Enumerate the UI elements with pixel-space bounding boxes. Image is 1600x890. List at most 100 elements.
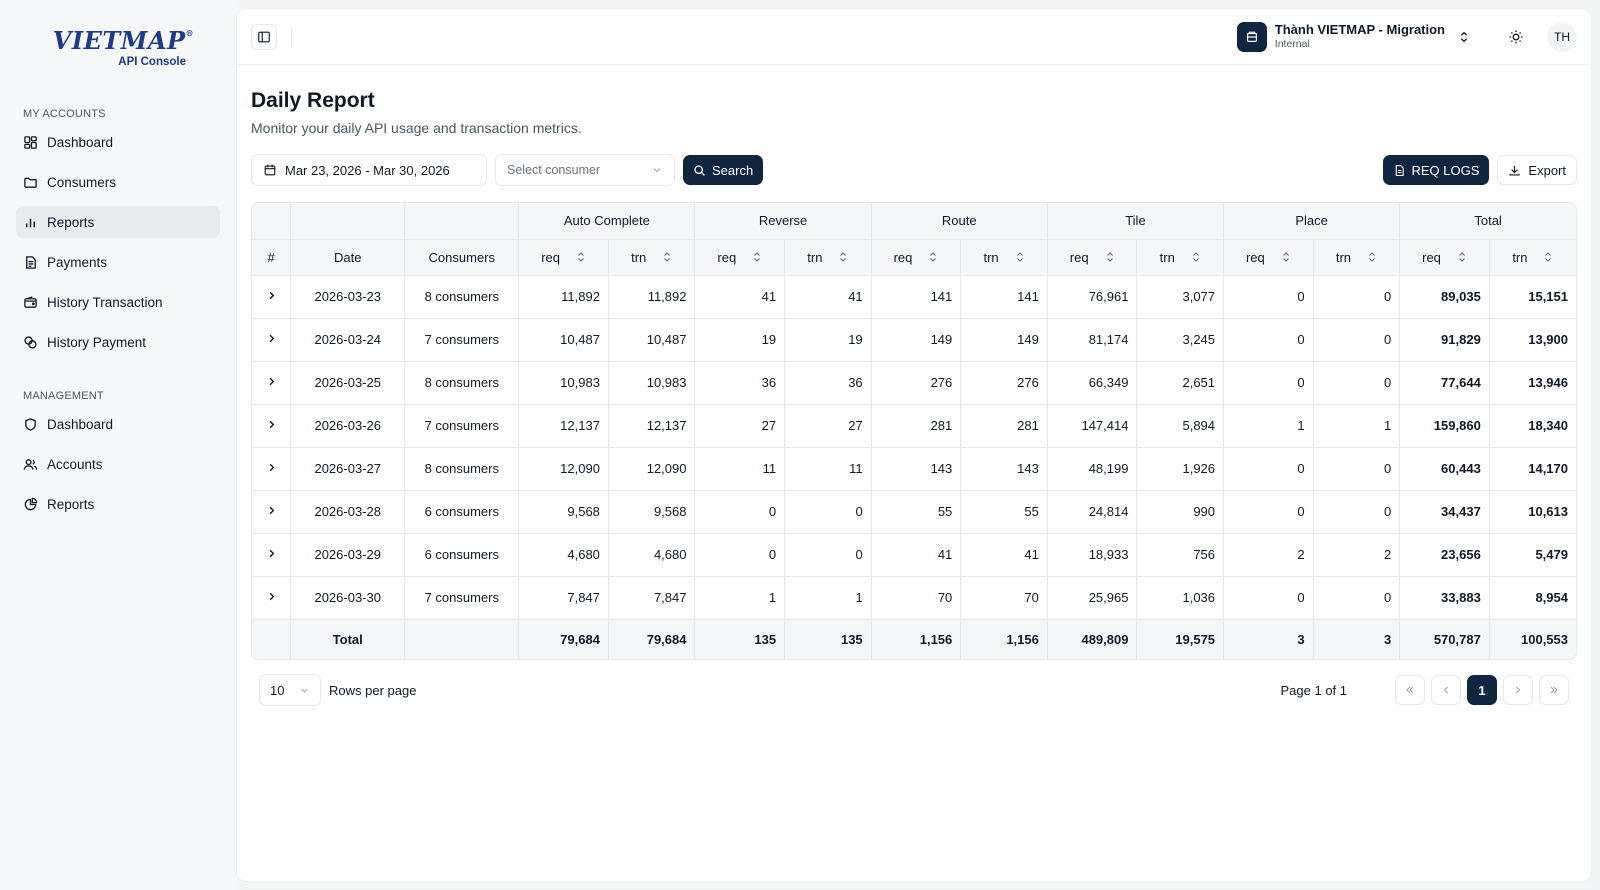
expand-row-button[interactable] [252, 490, 292, 534]
total-value: 3 [1223, 619, 1314, 659]
sidebar-item-history-payment[interactable]: History Payment [16, 326, 220, 358]
cell-value: 27 [694, 404, 786, 448]
top-bar: Thành VIETMAP - Migration Internal TH [237, 9, 1591, 65]
sidebar-item-dashboard[interactable]: Dashboard [16, 126, 220, 158]
sort-icon [930, 252, 937, 262]
cell-value: 33,883 [1399, 576, 1490, 620]
cell-value: 281 [960, 404, 1048, 448]
sort-control[interactable]: req [1048, 250, 1137, 265]
consumer-select-placeholder: Select consumer [507, 163, 601, 177]
sort-control[interactable]: trn [1314, 250, 1400, 265]
date-range-picker[interactable]: Mar 23, 2026 - Mar 30, 2026 [251, 154, 487, 186]
table-row: 2026-03-25 8 consumers 10,983 10,983 36 36 276… [252, 361, 1576, 405]
user-avatar[interactable]: TH [1547, 21, 1577, 52]
column-header-label: req [1069, 249, 1089, 265]
expand-row-button[interactable] [252, 447, 292, 491]
expand-row-button[interactable] [252, 576, 292, 620]
group-header-reverse: Reverse [694, 203, 872, 240]
chevron-right-icon [269, 420, 274, 429]
org-type: Internal [1274, 37, 1310, 50]
sort-control[interactable]: trn [785, 250, 871, 265]
column-header-trn[interactable]: trn [1136, 239, 1225, 276]
cell-value: 9,568 [608, 490, 696, 534]
column-header-req[interactable]: req [518, 239, 609, 276]
brand-logo[interactable]: VIETMAP® API Console [32, 22, 194, 74]
cell-value: 24,814 [1047, 490, 1138, 534]
column-header-req[interactable]: req [1047, 239, 1138, 276]
total-value: 100,553 [1489, 619, 1576, 659]
search-button[interactable]: Search [683, 155, 764, 185]
sort-control[interactable]: req [695, 250, 784, 265]
column-header-trn[interactable]: trn [1313, 239, 1401, 276]
cell-value: 55 [960, 490, 1048, 534]
first-page-button[interactable] [1395, 675, 1425, 705]
total-value: 1,156 [960, 619, 1048, 659]
table-group-header-row: Auto Complete Reverse Route Tile Place T… [252, 203, 1576, 240]
column-header-label: trn [1512, 249, 1528, 265]
cell-value: 5,479 [1489, 533, 1576, 577]
cell-value: 141 [960, 275, 1048, 319]
sidebar-item-consumers[interactable]: Consumers [16, 166, 220, 198]
chevrons-right-icon [1550, 686, 1558, 694]
last-page-button[interactable] [1539, 675, 1569, 705]
consumer-select[interactable]: Select consumer [495, 154, 675, 186]
sidebar-item-management-reports[interactable]: Reports [16, 488, 220, 520]
column-header-req[interactable]: req [1223, 239, 1314, 276]
cell-value: 18,340 [1489, 404, 1576, 448]
sidebar-item-history-transaction[interactable]: History Transaction [16, 286, 220, 318]
bar-chart-icon [26, 218, 35, 227]
sort-control[interactable]: req [1224, 250, 1313, 265]
group-header-route: Route [871, 203, 1048, 240]
cell-consumers: 6 consumers [404, 533, 520, 577]
column-header-trn[interactable]: trn [784, 239, 872, 276]
column-header-req[interactable]: req [871, 239, 962, 276]
cell-value: 0 [784, 490, 872, 534]
sort-control[interactable]: req [1400, 250, 1489, 265]
expand-row-button[interactable] [252, 318, 292, 362]
main-panel: Thành VIETMAP - Migration Internal TH Da… [236, 8, 1592, 882]
column-header-trn[interactable]: trn [1489, 239, 1576, 276]
sidebar-item-accounts[interactable]: Accounts [16, 448, 220, 480]
chevron-right-icon [269, 291, 274, 300]
column-header-trn[interactable]: trn [960, 239, 1048, 276]
sidebar-toggle-button[interactable] [251, 23, 277, 50]
cell-value: 13,946 [1489, 361, 1576, 405]
column-header-trn[interactable]: trn [608, 239, 696, 276]
sort-icon [1282, 252, 1289, 262]
sort-control[interactable]: req [872, 250, 961, 265]
cell-value: 2 [1313, 533, 1401, 577]
sort-control[interactable]: trn [961, 250, 1047, 265]
column-header-req[interactable]: req [1399, 239, 1490, 276]
column-header-req[interactable]: req [694, 239, 786, 276]
expand-row-button[interactable] [252, 361, 292, 405]
section-label-management: MANAGEMENT [23, 390, 104, 402]
table-row: 2026-03-27 8 consumers 12,090 12,090 11 11 143… [252, 447, 1576, 491]
sort-control[interactable]: trn [1490, 250, 1576, 265]
next-page-button[interactable] [1503, 675, 1533, 705]
page-number-button[interactable]: 1 [1467, 675, 1497, 705]
expand-row-button[interactable] [252, 533, 292, 577]
rows-per-page-select[interactable]: 10 [259, 674, 321, 706]
cell-date: 2026-03-30 [290, 576, 406, 620]
previous-page-button[interactable] [1431, 675, 1461, 705]
expand-row-button[interactable] [252, 404, 292, 448]
sort-control[interactable]: trn [1137, 250, 1223, 265]
sidebar-item-management-dashboard[interactable]: Dashboard [16, 408, 220, 440]
sidebar-item-reports[interactable]: Reports [16, 206, 220, 238]
cell-value: 70 [960, 576, 1048, 620]
req-logs-button[interactable]: REQ LOGS [1382, 155, 1490, 185]
cell-value: 36 [784, 361, 872, 405]
theme-toggle-button[interactable] [1501, 22, 1531, 52]
column-header-label: trn [1335, 249, 1351, 265]
export-button[interactable]: Export [1497, 155, 1577, 185]
sidebar-item-payments[interactable]: Payments [16, 246, 220, 278]
sort-control[interactable]: req [519, 250, 608, 265]
column-header-label: req [893, 249, 913, 265]
expand-row-button[interactable] [252, 275, 292, 319]
org-switcher[interactable]: Thành VIETMAP - Migration Internal [1229, 18, 1479, 56]
cell-value: 41 [694, 275, 786, 319]
toolbar-actions: REQ LOGS Export [1382, 155, 1577, 185]
export-label: Export [1528, 162, 1566, 178]
cell-value: 19 [694, 318, 786, 362]
sort-control[interactable]: trn [609, 250, 695, 265]
